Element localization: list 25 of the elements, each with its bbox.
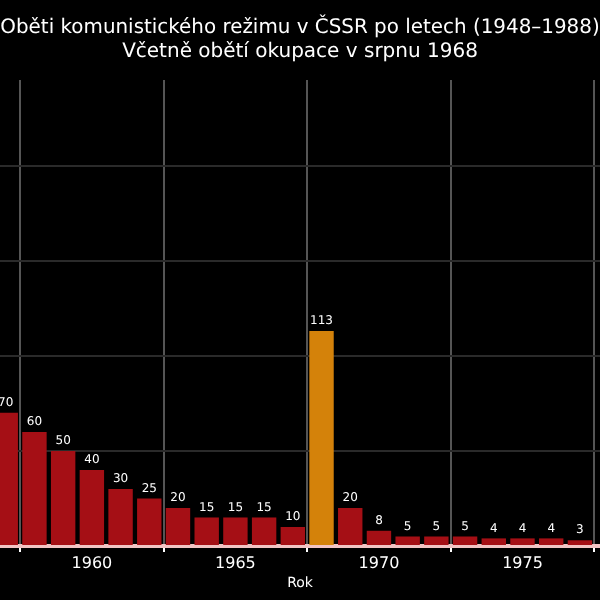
- bar: [452, 536, 478, 545]
- bar: [137, 498, 162, 545]
- x-tick-label: 1970: [358, 553, 400, 572]
- bar: [366, 530, 392, 545]
- bar: [395, 536, 420, 545]
- bar: [223, 517, 248, 545]
- bar: [79, 469, 105, 545]
- x-tick-label: 1965: [215, 553, 256, 572]
- bar: [338, 507, 363, 545]
- bar: [108, 488, 133, 545]
- bar: [424, 536, 449, 545]
- x-tick-label: 1975: [502, 553, 543, 572]
- bar: [510, 538, 535, 545]
- bar: [539, 538, 564, 545]
- chart-title: Oběti komunistického režimu v ČSSR po letech (1948–1988): [0, 13, 600, 40]
- bar: [251, 517, 277, 545]
- x-tick-label: 1960: [71, 553, 113, 572]
- chart-subtitle: Včetně obětí okupace v srpnu 1968: [122, 41, 478, 64]
- bar: [165, 507, 191, 545]
- bar: [280, 526, 306, 545]
- bar: [309, 331, 334, 545]
- bar: [50, 450, 76, 545]
- bar: [194, 517, 219, 545]
- bar: [481, 538, 506, 545]
- bar: [22, 431, 47, 545]
